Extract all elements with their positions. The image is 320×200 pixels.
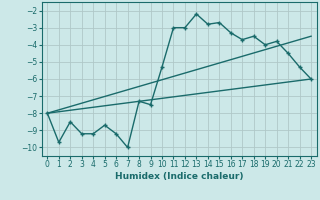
X-axis label: Humidex (Indice chaleur): Humidex (Indice chaleur)	[115, 172, 244, 181]
